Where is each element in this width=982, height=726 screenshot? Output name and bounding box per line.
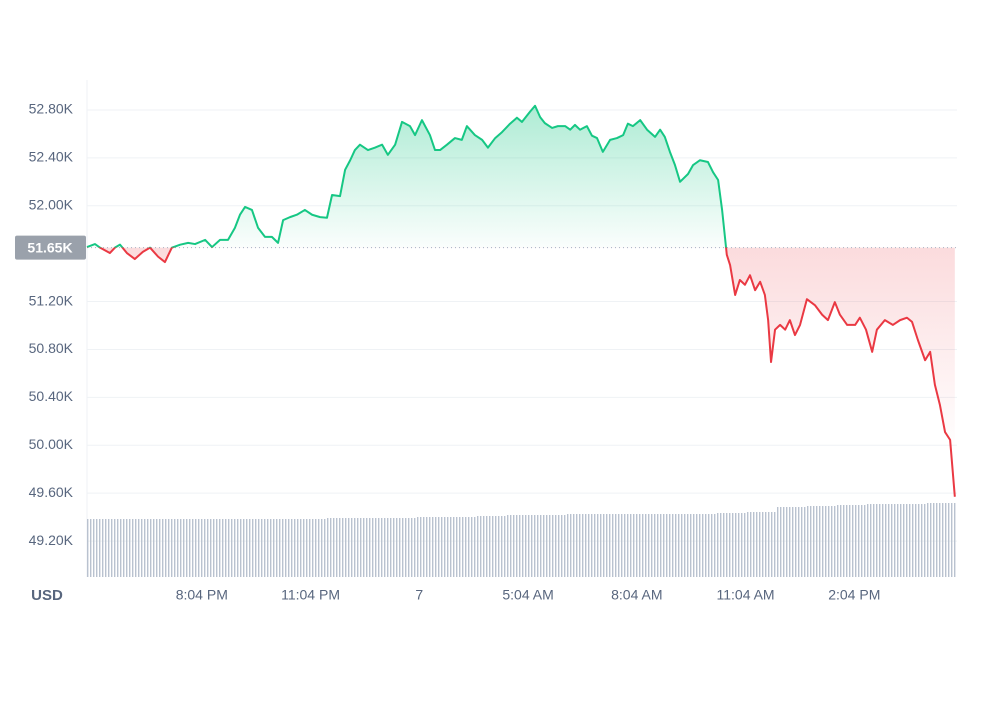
y-tick-label: 52.80K (29, 101, 74, 117)
volume-bar (777, 507, 807, 577)
volume-bar (237, 519, 267, 577)
volume-bar (537, 515, 567, 577)
x-tick-label: 7 (415, 587, 423, 603)
y-tick-label: 50.80K (29, 340, 74, 356)
volume-bar (897, 504, 927, 577)
y-tick-label: 50.00K (29, 436, 74, 452)
volume-bar (147, 519, 177, 577)
volume-bar (507, 515, 537, 577)
volume-bar (657, 514, 687, 577)
x-tick-label: 11:04 PM (281, 587, 340, 603)
x-tick-label: 2:04 PM (828, 587, 880, 603)
volume-bar (297, 519, 327, 577)
area (87, 105, 955, 497)
y-tick-label: 51.20K (29, 292, 74, 308)
reference-badge (15, 235, 86, 260)
x-tick-label: 11:04 AM (716, 587, 774, 603)
volume-bar (117, 519, 147, 577)
volume-bar (837, 505, 867, 577)
volume-bar (627, 514, 657, 577)
volume-bar (357, 518, 387, 577)
volume-bar (717, 513, 747, 577)
volume-bar (447, 517, 477, 577)
volume-bar (87, 519, 117, 577)
volume-bar (687, 514, 717, 577)
y-tick-label: 52.00K (29, 196, 74, 212)
volume-bar (267, 519, 297, 577)
y-tick-label: 50.40K (29, 388, 74, 404)
volume-bar (867, 504, 897, 577)
price-line (86, 104, 956, 497)
currency-label: USD (31, 587, 63, 604)
x-tick-label: 5:04 AM (502, 587, 553, 603)
volume-bar (327, 518, 357, 577)
y-tick-label: 49.20K (29, 532, 74, 548)
volume-bar (807, 506, 837, 577)
volume-bar (567, 514, 597, 577)
x-tick-label: 8:04 PM (176, 587, 228, 603)
x-tick-label: 8:04 AM (611, 587, 662, 603)
volume-bar (747, 512, 777, 577)
reference-label: 51.65K (27, 239, 72, 255)
volume-bar (597, 514, 627, 577)
volume-bar (927, 503, 957, 577)
volume-bar (417, 517, 447, 577)
volume-bar (207, 519, 237, 577)
volume-bar (477, 516, 507, 577)
y-tick-label: 52.40K (29, 149, 74, 165)
volume-bar (177, 519, 207, 577)
volume-bar (387, 518, 417, 577)
y-tick-label: 49.60K (29, 484, 74, 500)
